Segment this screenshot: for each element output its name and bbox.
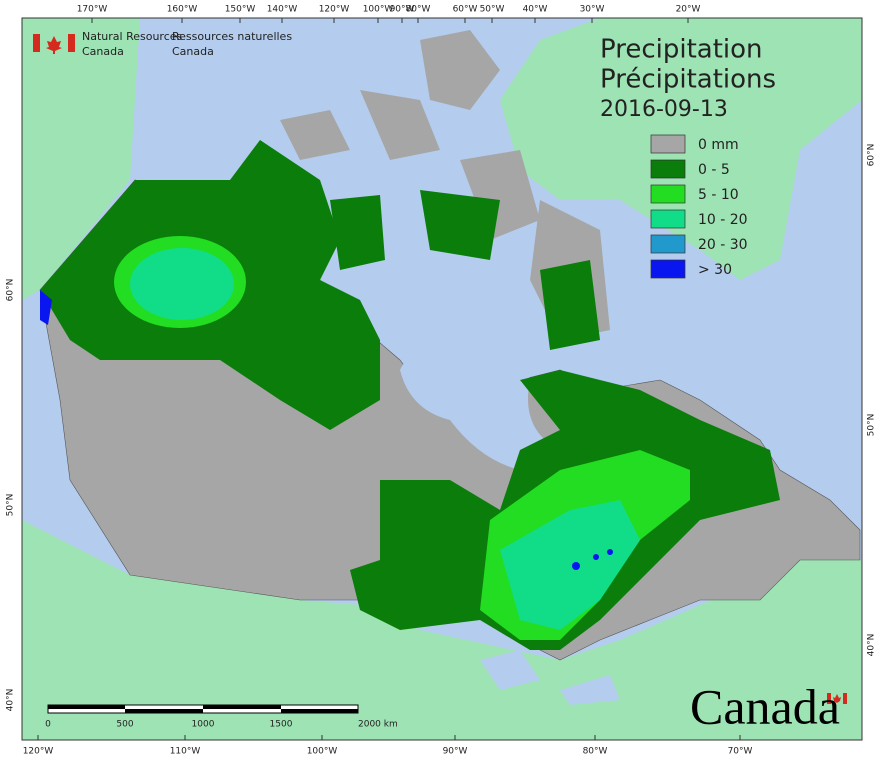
scale-label: 500 [116,720,133,730]
graticule-label: 60°W [453,5,478,15]
graticule-label: 50°N [867,414,877,437]
flag-bar [843,693,847,704]
map-body [21,17,863,741]
legend-swatch [650,259,686,279]
graticule-label: 50°W [480,5,505,15]
graticule-label: 90°W [443,747,468,757]
graticule-label: 120°W [319,5,350,15]
title-fr: Précipitations [600,65,776,95]
graticule-label: 110°W [170,747,201,757]
wordmark: Canada [690,678,840,734]
precip-gt30 [593,554,599,560]
precip-gt30 [572,562,580,570]
precip-east-10-20 [500,500,640,630]
graticule-label: 50°N [6,494,16,517]
legend-label: 10 - 20 [698,212,748,228]
legend-label: 0 - 5 [698,162,730,178]
alaska [22,18,140,300]
graticule-label: 60°N [867,144,877,167]
agency-name: Natural Resources [82,30,183,43]
flag-bar [68,34,75,52]
graticule-label: 20°W [676,5,701,15]
precip-10-20 [130,248,234,320]
flag-bar [33,34,40,52]
legend-label: 5 - 10 [698,187,739,203]
scale-label: 1000 [192,720,215,730]
graticule-label: 100°W [307,747,338,757]
agency-name: Ressources naturelles [172,30,292,43]
great-lakes [480,650,620,705]
graticule-label: 150°W [225,5,256,15]
hudson-bay [400,343,560,470]
title-date: 2016-09-13 [600,97,728,122]
graticule-label: 40°W [523,5,548,15]
scale-label: 0 [45,720,51,730]
legend-label: > 30 [698,262,732,278]
legend-label: 20 - 30 [698,237,748,253]
legend-swatch [650,234,686,254]
scale-seg [48,705,125,709]
graticule-label: 160°W [167,5,198,15]
flag-bar [827,693,831,704]
precip-west-coast [40,290,52,325]
scale-seg [203,705,281,709]
graticule-label: 90°W [390,5,415,15]
graticule-label: 40°N [867,634,877,657]
wordmark-flag [827,693,847,704]
flag-leaf [833,694,841,703]
map-frame [21,17,863,741]
agency-name: Canada [172,45,214,58]
graticule-label: 40°N [6,689,16,712]
graticule-label: 80°W [406,5,431,15]
precip-gt30 [607,549,613,555]
legend-label: 0 mm [698,137,739,153]
scale-seg [281,709,358,713]
graticule-label: 30°W [580,5,605,15]
title-en: Precipitation [600,35,763,65]
flag-leaf [46,36,62,54]
scale-seg [125,709,203,713]
precip-islands [240,170,600,350]
graticule-label: 120°W [23,747,54,757]
usa [22,520,862,740]
graticule-label: 60°N [6,279,16,302]
legend-swatch [650,159,686,179]
agency-name: Canada [82,45,124,58]
graticule-label: 70°W [728,747,753,757]
logo [33,34,75,54]
graticule-label: 80°W [583,747,608,757]
graticule-label: 140°W [267,5,298,15]
scale-label: 2000 km [358,720,398,730]
scale-label: 1500 [270,720,293,730]
graticule-label: 100°W [363,5,394,15]
graticule-label: 170°W [77,5,108,15]
legend-swatch [650,209,686,229]
legend-swatch [650,134,686,154]
legend-swatch [650,184,686,204]
